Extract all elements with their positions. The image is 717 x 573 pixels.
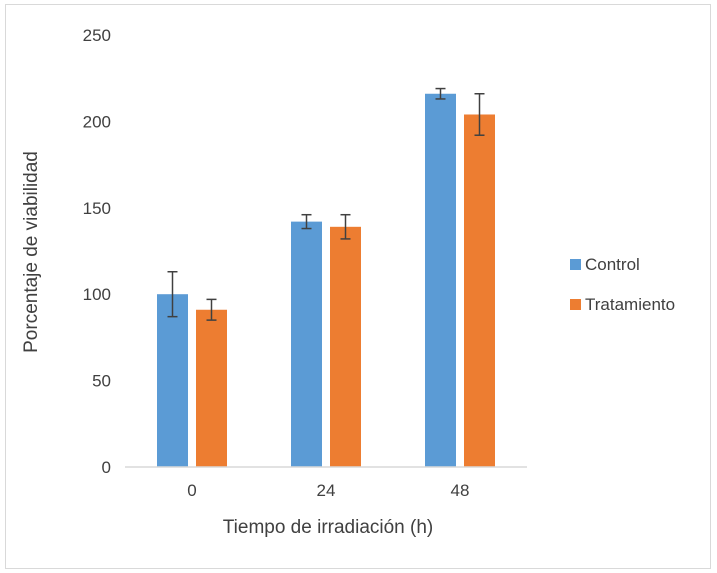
error-bars [167, 87, 485, 321]
bar-control-48 [425, 93, 456, 467]
y-axis-ticks: 0 50 100 150 200 250 [83, 26, 111, 477]
y-tick-label: 150 [83, 199, 111, 218]
y-tick-label: 250 [83, 26, 111, 45]
error-bar-tratamiento-24 [340, 213, 351, 240]
legend-item-tratamiento: Tratamiento [570, 295, 675, 314]
y-tick-label: 50 [92, 372, 111, 391]
x-axis-title: Tiempo de irradiación (h) [223, 517, 434, 538]
bar-control-0 [157, 294, 188, 467]
error-bar-control-0 [167, 270, 178, 318]
bar-tratamiento-0 [196, 309, 227, 467]
x-tick-label: 0 [187, 481, 196, 500]
y-tick-label: 100 [83, 285, 111, 304]
x-axis-ticks: 0 24 48 [187, 481, 469, 500]
legend-label: Control [585, 255, 640, 274]
y-tick-label: 0 [102, 458, 111, 477]
legend-label: Tratamiento [585, 295, 675, 314]
error-bar-tratamiento-0 [206, 298, 217, 321]
bar-control-24 [291, 221, 322, 467]
x-tick-label: 24 [317, 481, 336, 500]
error-bar-tratamiento-48 [474, 93, 485, 136]
legend-swatch [570, 259, 581, 270]
error-bar-control-24 [301, 213, 312, 230]
bar-tratamiento-48 [464, 114, 495, 467]
y-tick-label: 200 [83, 112, 111, 131]
x-tick-label: 48 [451, 481, 470, 500]
error-bar-control-48 [435, 87, 446, 100]
legend-swatch [570, 299, 581, 310]
legend-item-control: Control [570, 255, 640, 274]
legend: Control Tratamiento [570, 255, 675, 314]
bars [157, 93, 495, 467]
bar-tratamiento-24 [330, 226, 361, 467]
y-axis-title: Porcentaje de viabilidad [21, 151, 42, 353]
